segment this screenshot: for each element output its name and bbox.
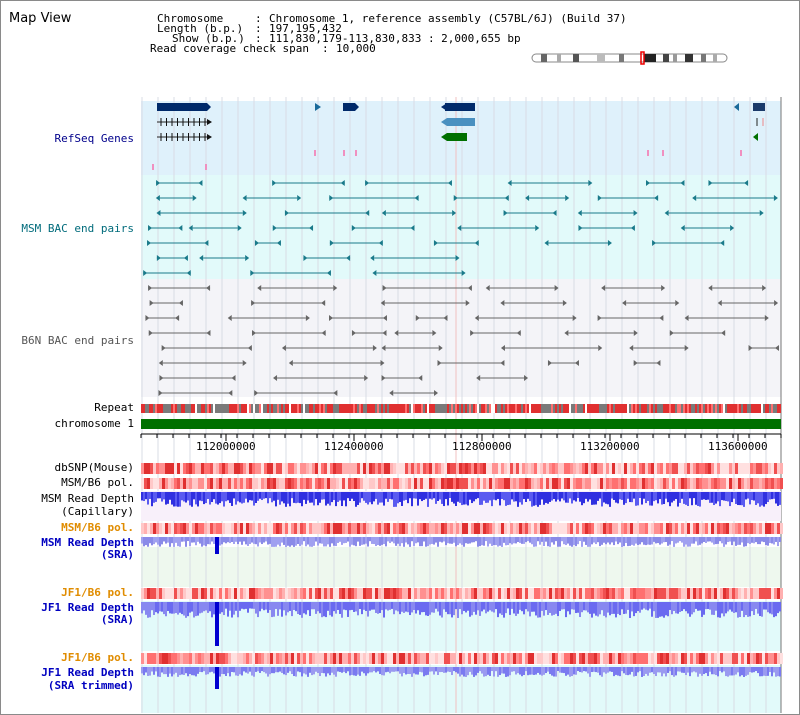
polymorphism-heat-strips[interactable] <box>141 463 783 664</box>
track-label-jf1-b6-pol[interactable]: JF1/B6 pol. <box>61 586 134 599</box>
track-label-repeat[interactable]: Repeat <box>94 401 134 414</box>
track-label-dbsnp[interactable]: dbSNP(Mouse) <box>54 461 134 474</box>
track-label-msm-depth-sra-sub: (SRA) <box>100 548 134 561</box>
chromosome-sep: : <box>255 12 262 25</box>
chromosome-value: Chromosome 1, reference assembly (C57BL/… <box>269 12 627 25</box>
show-label: Show (b.p.) <box>172 32 245 45</box>
repeat-track[interactable] <box>141 404 781 413</box>
page-title: Map View <box>9 11 72 26</box>
track-label-b6n-bac[interactable]: B6N BAC end pairs <box>21 334 134 347</box>
axis-tick-label: 112000000 <box>196 440 256 453</box>
coverage-sep: : <box>322 42 329 55</box>
refseq-gene-models[interactable] <box>152 103 765 170</box>
b6n-bac-end-pairs[interactable] <box>145 285 779 396</box>
track-label-chromosome[interactable]: chromosome 1 <box>54 417 134 430</box>
track-label-msm-depth-sra[interactable]: MSM Read Depth <box>41 536 134 549</box>
chromosome-label: Chromosome <box>157 12 224 25</box>
show-sep: : <box>255 32 262 45</box>
length-sep: : <box>255 22 262 35</box>
track-label-jf1-depth-sra-sub: (SRA) <box>100 613 134 626</box>
track-label-msm-depth-cap-sub: (Capillary) <box>61 505 134 518</box>
track-label-jf1-b6-pol-2[interactable]: JF1/B6 pol. <box>61 651 134 664</box>
track-label-msm-b6-pol-2[interactable]: MSM/B6 pol. <box>61 521 134 534</box>
axis-tick-label: 113200000 <box>580 440 640 453</box>
track-label-jf1-depth-trim-sub: (SRA trimmed) <box>47 679 134 692</box>
track-label-refseq[interactable]: RefSeq Genes <box>54 132 134 145</box>
axis-ticks <box>140 434 782 441</box>
axis-tick-label: 113600000 <box>708 440 768 453</box>
show-value: 111,830,179-113,830,833 : 2,000,655 bp <box>269 32 521 45</box>
coverage-value: 10,000 <box>336 42 376 55</box>
track-label-jf1-depth-sra[interactable]: JF1 Read Depth <box>41 601 134 614</box>
axis-tick-label: 112800000 <box>452 440 512 453</box>
track-label-msm-bac[interactable]: MSM BAC end pairs <box>21 222 134 235</box>
length-label: Length (b.p.) <box>157 22 244 35</box>
coverage-label: Read coverage check span <box>150 42 309 55</box>
msm-bac-end-pairs[interactable] <box>143 180 778 276</box>
chromosome-ideogram[interactable] <box>531 51 728 65</box>
axis-tick-label: 112400000 <box>324 440 384 453</box>
chromosome-bar[interactable] <box>141 419 781 429</box>
msm-sra-track-bg <box>141 547 781 587</box>
b6n-bac-track-bg <box>141 279 781 397</box>
track-label-msm-depth-cap[interactable]: MSM Read Depth <box>41 492 134 505</box>
track-label-msm-b6-pol[interactable]: MSM/B6 pol. <box>61 476 134 489</box>
track-label-jf1-depth-trim[interactable]: JF1 Read Depth <box>41 666 134 679</box>
length-value: 197,195,432 <box>269 22 342 35</box>
read-depth-plots[interactable] <box>141 491 781 689</box>
